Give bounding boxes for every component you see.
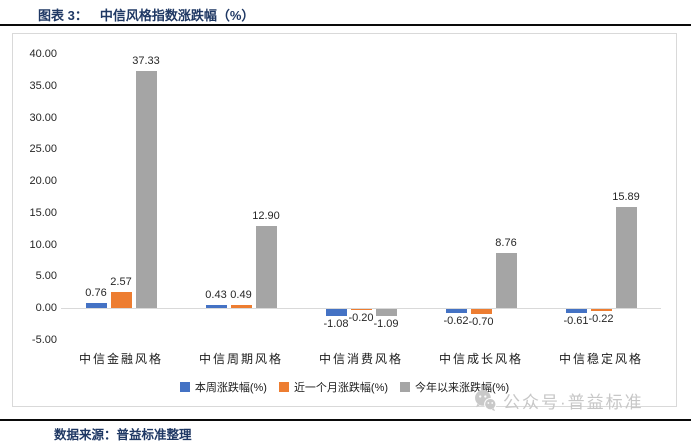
legend-item-0: 本周涨跌幅(%) bbox=[179, 379, 267, 395]
wechat-icon bbox=[474, 389, 497, 412]
bar-series0-cat1 bbox=[205, 305, 227, 309]
legend-item-1: 近一个月涨跌幅(%) bbox=[278, 379, 389, 395]
bar-series1-cat4 bbox=[590, 309, 612, 311]
legend-label: 近一个月涨跌幅(%) bbox=[293, 382, 389, 394]
data-source-note: 数据来源：普益标准整理 bbox=[54, 428, 192, 442]
bar-value-label: -0.20 bbox=[348, 312, 374, 325]
y-axis-tick-label: -5.00 bbox=[31, 334, 57, 346]
bar-value-label: -0.62 bbox=[443, 315, 469, 328]
y-axis-tick-label: 15.00 bbox=[29, 206, 57, 219]
bar-value-label: 12.90 bbox=[252, 210, 280, 223]
bar-value-label: -1.08 bbox=[323, 318, 349, 331]
y-axis: 40.00 35.00 30.00 25.00 20.00 15.00 10.00 5.00 0… bbox=[13, 34, 57, 406]
y-axis-tick-label: 20.00 bbox=[29, 175, 57, 188]
bar-value-label: 0.43 bbox=[205, 289, 227, 302]
bar-series1-cat3 bbox=[470, 309, 492, 314]
bar-value-label: -0.70 bbox=[468, 315, 494, 328]
bar-series2-cat1 bbox=[255, 226, 277, 309]
bar-value-label: 2.57 bbox=[110, 275, 132, 288]
bar-series0-cat4 bbox=[565, 309, 587, 314]
plot-area: 0.76 2.57 37.33 0.43 0.49 12.90 -1.08 -0.20 -1.0… bbox=[61, 54, 661, 340]
x-axis-labels: 中信金融风格 中信周期风格 中信消费风格 中信成长风格 中信稳定风格 bbox=[61, 350, 661, 367]
bar-series0-cat0 bbox=[85, 303, 107, 309]
figure-title: 中信风格指数涨跌幅（%） bbox=[99, 8, 255, 23]
y-axis-tick-label: 25.00 bbox=[29, 143, 57, 156]
y-axis-tick-label: 40.00 bbox=[29, 48, 57, 60]
bar-value-label: -0.22 bbox=[588, 312, 614, 325]
bar-series2-cat4 bbox=[615, 207, 637, 309]
bar-series0-cat2 bbox=[325, 309, 347, 317]
bar-value-label: 0.49 bbox=[230, 289, 252, 302]
bar-series0-cat3 bbox=[445, 309, 467, 314]
legend-swatch-icon bbox=[400, 382, 411, 392]
y-axis-tick-label: 5.00 bbox=[35, 270, 57, 283]
y-axis-tick-label: 10.00 bbox=[29, 238, 57, 251]
legend-label: 本周涨跌幅(%) bbox=[194, 382, 267, 394]
bar-series2-cat3 bbox=[495, 252, 517, 309]
bar-series2-cat0 bbox=[135, 70, 157, 309]
watermark-text: 公众号·普益标准 bbox=[503, 393, 644, 412]
x-axis-category-label-1: 中信周期风格 bbox=[198, 352, 283, 366]
legend-swatch-icon bbox=[278, 382, 289, 392]
bar-value-label: -1.09 bbox=[373, 318, 399, 331]
x-axis-line bbox=[61, 308, 661, 309]
chart-frame: 40.00 35.00 30.00 25.00 20.00 15.00 10.00 5.00 0… bbox=[12, 33, 677, 407]
y-axis-tick-label: 0.00 bbox=[35, 302, 57, 315]
y-axis-tick-label: 30.00 bbox=[29, 111, 57, 124]
bar-series1-cat0 bbox=[110, 291, 132, 309]
x-axis-category-label-4: 中信稳定风格 bbox=[558, 352, 643, 366]
bar-series2-cat2 bbox=[375, 309, 397, 317]
x-axis-category-label-0: 中信金融风格 bbox=[78, 352, 163, 366]
bar-series1-cat1 bbox=[230, 305, 252, 309]
x-axis-category-label-2: 中信消费风格 bbox=[318, 352, 403, 366]
legend-swatch-icon bbox=[179, 382, 190, 392]
bar-series1-cat2 bbox=[350, 309, 372, 311]
bar-value-label: 37.33 bbox=[132, 54, 160, 67]
watermark: 公众号·普益标准 bbox=[474, 388, 644, 413]
figure-title-row: 图表 3： 中信风格指数涨跌幅（%） bbox=[38, 5, 254, 24]
bar-value-label: 8.76 bbox=[495, 236, 517, 249]
figure-number-label: 图表 3： bbox=[38, 8, 88, 23]
bar-value-label: -0.61 bbox=[563, 315, 589, 328]
top-divider bbox=[0, 24, 691, 26]
bar-value-label: 0.76 bbox=[85, 287, 107, 300]
y-axis-tick-label: 35.00 bbox=[29, 79, 57, 92]
x-axis-category-label-3: 中信成长风格 bbox=[438, 352, 523, 366]
bottom-divider bbox=[0, 419, 691, 421]
bar-value-label: 15.89 bbox=[612, 191, 640, 204]
